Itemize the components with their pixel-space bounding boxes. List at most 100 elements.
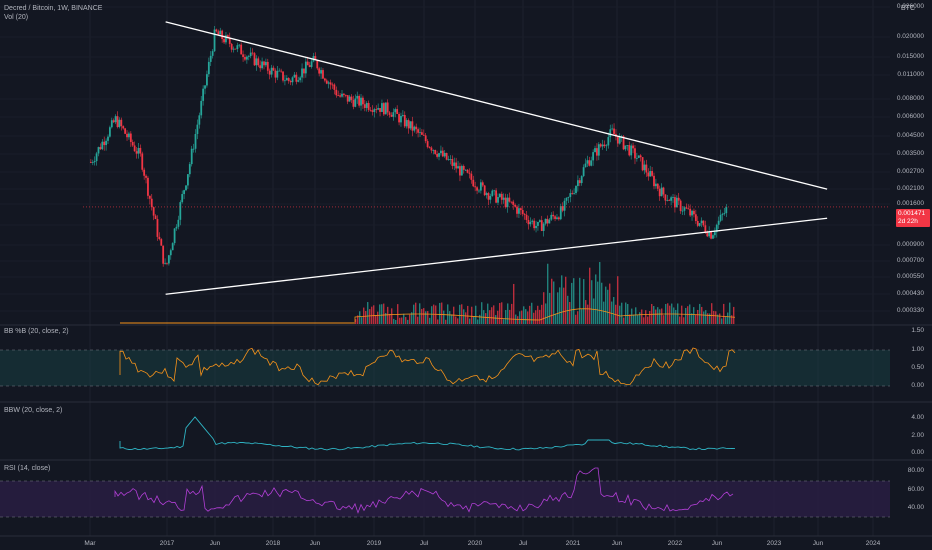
price-tick: 0.000550 (896, 273, 924, 280)
price-candle (276, 70, 279, 78)
price-candle (495, 190, 497, 203)
volume-bar (503, 319, 505, 324)
price-candle (417, 129, 419, 133)
volume-bar (403, 313, 405, 324)
volume-bar (537, 305, 539, 324)
price-candle (95, 153, 98, 162)
volume-bar (705, 310, 707, 324)
price-candle (93, 161, 96, 163)
volume-bar (521, 310, 523, 324)
price-candle (401, 114, 404, 116)
price-candle (519, 208, 522, 211)
volume-bar (647, 316, 649, 324)
price-candle (362, 97, 364, 105)
price-candle (415, 126, 418, 130)
volume-bar (377, 311, 379, 324)
price-candle (586, 160, 589, 164)
price-candle (527, 219, 530, 225)
bbw-tick: 2.00 (911, 432, 924, 439)
date-tick: Jun (209, 540, 221, 547)
price-candle (622, 136, 625, 150)
price-candle (588, 160, 591, 166)
volume-bar (445, 319, 447, 324)
price-candle (386, 102, 389, 113)
volume-bar (393, 318, 395, 324)
price-tick: 0.002100 (896, 185, 924, 192)
price-candle (605, 145, 608, 147)
volume-bar (553, 281, 555, 324)
volume-bar (713, 310, 715, 324)
volume-bar (587, 304, 589, 324)
volume-bar (457, 318, 459, 324)
volume-bar (541, 304, 543, 324)
rsi-line (114, 467, 734, 514)
price-candle (607, 137, 610, 146)
volume-bar (427, 311, 429, 324)
volume-bar (467, 305, 469, 324)
volume-bars (355, 262, 735, 324)
price-candle (609, 129, 612, 138)
volume-bar (691, 313, 693, 324)
volume-bar (685, 307, 687, 324)
price-candle (626, 145, 629, 146)
price-candle (502, 197, 505, 200)
price-candle (143, 169, 146, 176)
volume-bar (523, 306, 525, 324)
price-candle (135, 151, 138, 154)
price-candle (702, 220, 705, 226)
price-candle (234, 48, 237, 50)
volume-bar (683, 317, 685, 324)
price-candle (476, 187, 478, 191)
price-candle (299, 77, 302, 81)
volume-bar (573, 278, 575, 324)
price-candle (470, 173, 473, 180)
price-candle (538, 220, 541, 222)
price-candle (316, 60, 319, 69)
price-candle (677, 197, 680, 201)
price-candle (285, 78, 288, 81)
price-candle (573, 193, 575, 194)
price-candle (411, 121, 414, 131)
volume-bar (539, 309, 541, 324)
price-candle (133, 145, 136, 152)
volume-bar (643, 317, 645, 324)
volume-bar (547, 263, 549, 324)
price-tick: 0.006000 (896, 113, 924, 120)
bbp-tick: 0.50 (911, 364, 924, 371)
rsi-band (0, 481, 890, 517)
price-candle (632, 145, 634, 149)
volume-bar (435, 305, 437, 324)
price-candle (171, 243, 174, 251)
volume-bar (655, 309, 657, 324)
bbp-line (119, 347, 736, 386)
price-candle (333, 84, 336, 90)
price-candle (116, 116, 119, 128)
price-candle (274, 70, 277, 78)
price-candle (679, 200, 682, 211)
price-candle (236, 45, 239, 50)
price-candle (128, 133, 130, 138)
volume-bar (395, 319, 397, 324)
price-candle (358, 95, 361, 106)
volume-bar (629, 314, 631, 324)
price-candle (656, 183, 659, 189)
volume-bar (447, 304, 449, 324)
price-candle (360, 97, 362, 106)
volume-bar (607, 289, 609, 324)
volume-bar (591, 280, 593, 324)
volume-bar (369, 309, 371, 324)
price-candle (181, 194, 184, 203)
price-tick: 0.000900 (896, 241, 924, 248)
price-candle (348, 96, 351, 102)
volume-bar (389, 313, 391, 324)
volume-bar (679, 316, 681, 324)
price-candle (596, 148, 598, 156)
price-candle (693, 210, 695, 215)
price-candle (712, 235, 714, 239)
price-candle (192, 148, 195, 150)
bbp-tick: 1.00 (911, 346, 924, 353)
price-candle (451, 159, 454, 166)
price-candles (89, 25, 728, 267)
price-tick: 0.026000 (896, 3, 924, 10)
